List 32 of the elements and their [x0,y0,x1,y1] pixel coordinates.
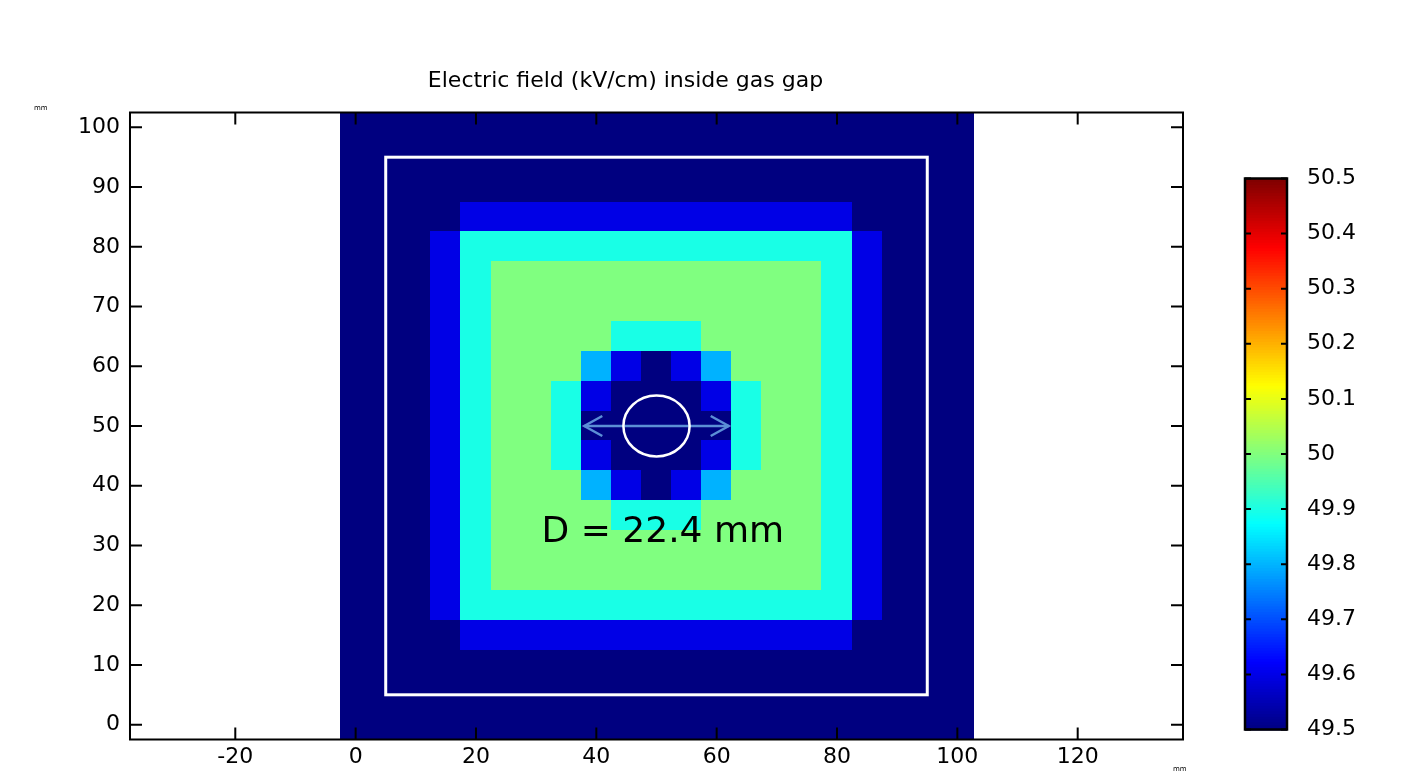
x-tick-label: -20 [217,742,254,768]
color-bar-label: 49.8 [1307,549,1356,575]
x-tick-label: 100 [936,742,979,768]
x-tick-label: 0 [348,742,363,768]
color-bar-label: 49.9 [1307,494,1356,520]
y-tick-label: 100 [77,113,120,139]
color-bar-label: 50.5 [1307,164,1356,190]
y-tick-label: 80 [91,232,120,258]
x-tick-label: 40 [582,742,611,768]
y-tick-label: 30 [91,531,120,557]
color-bar-label: 50.1 [1307,384,1356,410]
x-tick-label: 20 [461,742,490,768]
y-tick-label: 20 [91,590,120,616]
color-bar-label: 50 [1307,439,1335,465]
y-tick-label: 60 [91,351,120,377]
y-tick-label: 50 [91,411,120,437]
y-tick-label: 90 [91,172,120,198]
color-bar-label: 50.4 [1307,219,1356,245]
y-tick-label: 70 [91,292,120,318]
color-bar-label: 50.3 [1307,274,1356,300]
chart-title: Electric field (kV/cm) inside gas gap [427,66,824,92]
color-bar-label: 49.6 [1307,660,1356,686]
x-tick-label: 120 [1056,742,1099,768]
y-tick-label: 40 [91,471,120,497]
annotation: D = 22.4 mm [541,508,785,550]
x-tick-label: 60 [702,742,731,768]
x-tick-label: 80 [823,742,852,768]
color-bar-label: 50.2 [1307,329,1356,355]
y-tick-label: 0 [105,710,120,736]
y-tick-label: 10 [91,650,120,676]
color-bar-label: 49.7 [1307,605,1356,631]
color-bar-label: 49.5 [1307,715,1356,741]
